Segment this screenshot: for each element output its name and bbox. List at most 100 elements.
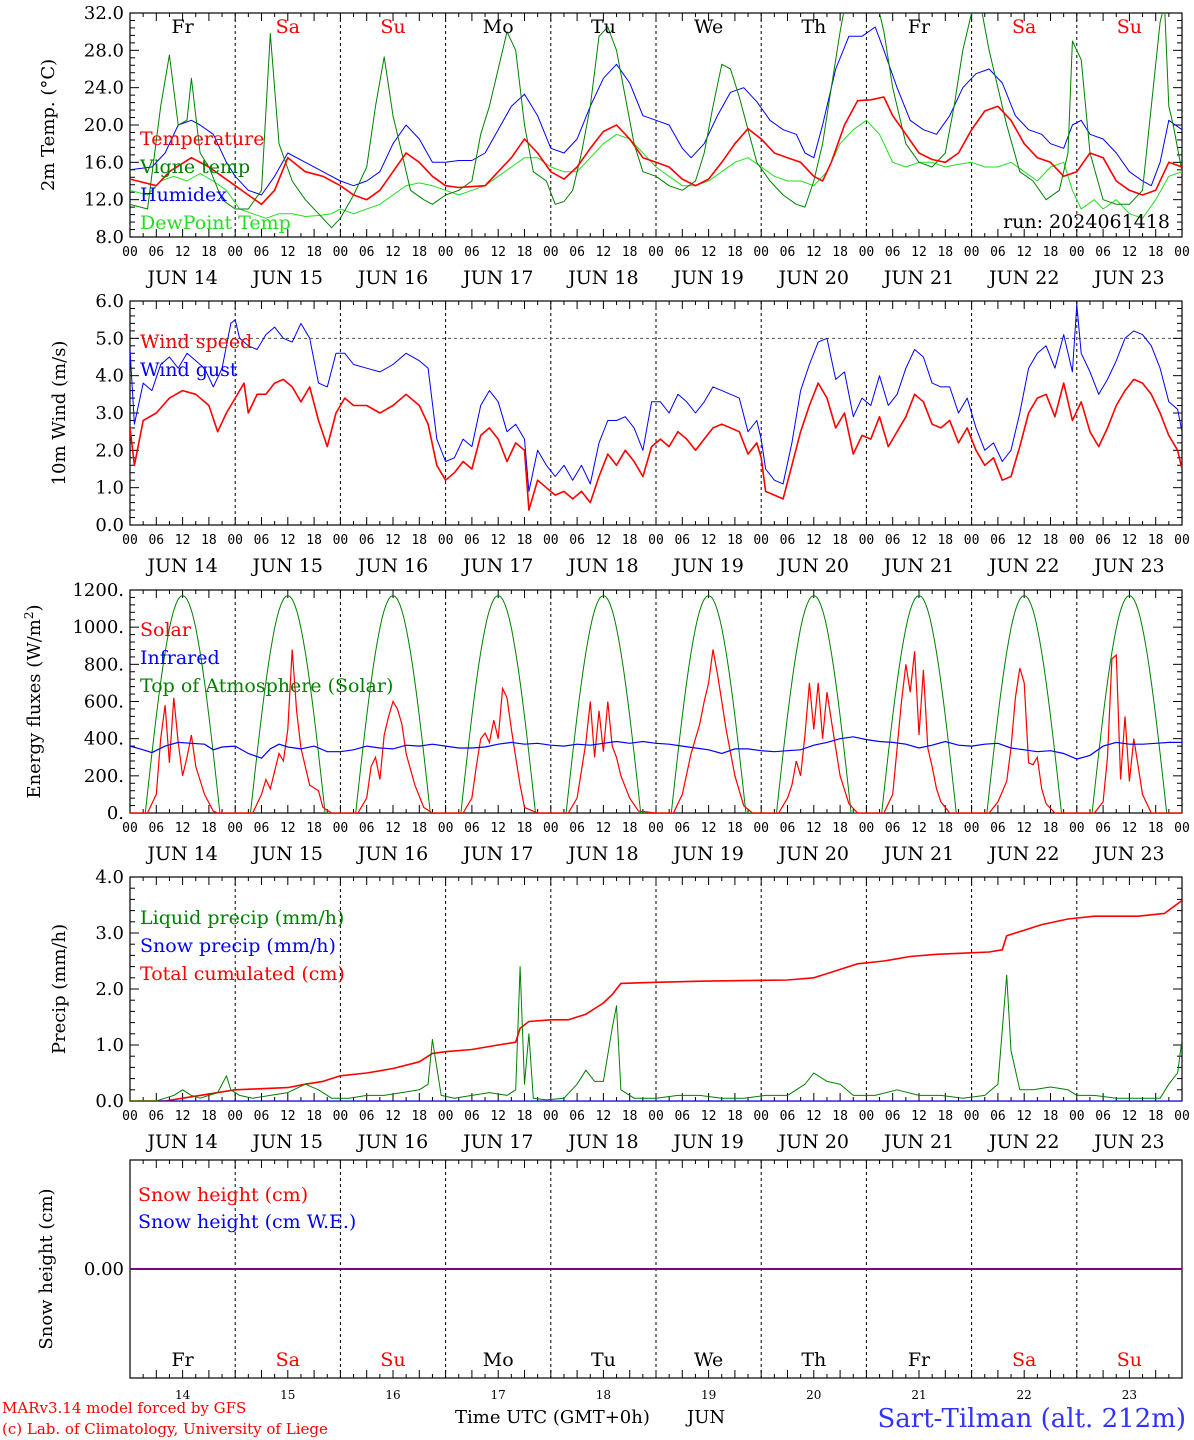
hour-tick-label: 00 bbox=[859, 1109, 875, 1124]
day-of-week-label: Sa bbox=[1012, 16, 1036, 38]
hour-tick-label: 00 bbox=[753, 245, 769, 260]
day-number-label: 22 bbox=[1017, 1388, 1032, 1402]
hour-tick-label: 00 bbox=[753, 821, 769, 836]
hour-tick-label: 06 bbox=[148, 533, 164, 548]
hour-tick-label: 00 bbox=[648, 821, 664, 836]
run-label: run: 2024061418 bbox=[1003, 211, 1170, 233]
hour-tick-label: 18 bbox=[1148, 1109, 1164, 1124]
hour-tick-label: 12 bbox=[1016, 533, 1032, 548]
y-tick-label: 20.0 bbox=[84, 115, 124, 136]
hour-tick-label: 00 bbox=[543, 821, 559, 836]
day-of-week-label: Fr bbox=[908, 1349, 931, 1371]
hour-tick-label: 12 bbox=[280, 245, 296, 260]
hour-tick-label: 18 bbox=[937, 533, 953, 548]
hour-tick-label: 12 bbox=[175, 1109, 191, 1124]
hour-tick-label: 00 bbox=[1069, 821, 1085, 836]
day-of-week-label: Sa bbox=[276, 16, 300, 38]
hour-tick-label: 00 bbox=[859, 821, 875, 836]
hour-tick-label: 18 bbox=[1043, 245, 1059, 260]
hour-tick-label: 12 bbox=[911, 533, 927, 548]
hour-tick-label: 06 bbox=[569, 245, 585, 260]
hour-tick-label: 12 bbox=[490, 245, 506, 260]
day-number-label: 18 bbox=[596, 1388, 611, 1402]
chart-footer: MARv3.14 model forced by GFS (c) Lab. of… bbox=[2, 1399, 1186, 1438]
series-line-solar bbox=[550, 701, 657, 813]
hour-tick-label: 18 bbox=[622, 1109, 638, 1124]
wind-panel: 0.0 1.0 2.0 3.0 4.0 5.0 6.0 10m Wind (m/s) Wind … bbox=[49, 291, 1190, 577]
day-number-label: 15 bbox=[280, 1388, 295, 1402]
hour-tick-label: 00 bbox=[1069, 533, 1085, 548]
hour-tick-label: 00 bbox=[333, 245, 349, 260]
hour-tick-label: 06 bbox=[885, 245, 901, 260]
legend-entry: Temperature bbox=[140, 128, 264, 150]
y-tick-label: 6.0 bbox=[95, 291, 124, 312]
hour-tick-label: 18 bbox=[622, 245, 638, 260]
hour-tick-label: 12 bbox=[701, 821, 717, 836]
y-tick-label: 1.0 bbox=[95, 478, 124, 499]
hour-tick-label: 00 bbox=[122, 245, 138, 260]
hour-tick-label: 18 bbox=[517, 245, 533, 260]
hour-tick-label: 06 bbox=[1095, 1109, 1111, 1124]
hour-tick-label: 12 bbox=[806, 821, 822, 836]
series-line-dewpoint-temp bbox=[130, 119, 1182, 219]
series-line-total-cumulated-cm- bbox=[130, 899, 1182, 1101]
hour-tick-label: 12 bbox=[385, 821, 401, 836]
series-line-solar bbox=[235, 649, 341, 813]
hour-tick-label: 18 bbox=[517, 533, 533, 548]
y-tick-label: 200. bbox=[84, 766, 124, 787]
hour-tick-label: 18 bbox=[306, 533, 322, 548]
energy-y-axis-label: Energy fluxes (W/m2) bbox=[22, 604, 45, 798]
hour-tick-label: 12 bbox=[1122, 1109, 1138, 1124]
legend-entry: Vigne temp bbox=[139, 156, 250, 178]
series-line-toa bbox=[130, 595, 1182, 813]
snow-y-axis-label: Snow height (cm) bbox=[36, 1188, 57, 1349]
y-tick-label: 2.0 bbox=[95, 440, 124, 461]
hour-tick-label: 06 bbox=[885, 533, 901, 548]
hour-tick-label: 12 bbox=[806, 1109, 822, 1124]
hour-tick-label: 12 bbox=[596, 821, 612, 836]
hour-tick-label: 12 bbox=[490, 533, 506, 548]
hour-tick-label: 18 bbox=[517, 821, 533, 836]
hour-tick-label: 18 bbox=[727, 821, 743, 836]
hour-tick-label: 18 bbox=[306, 1109, 322, 1124]
hour-tick-label: 00 bbox=[753, 533, 769, 548]
y-tick-label: 16.0 bbox=[84, 152, 124, 173]
precip-y-axis-label: Precip (mm/h) bbox=[49, 924, 70, 1054]
legend-entry: Snow height (cm) bbox=[138, 1184, 308, 1206]
hour-tick-label: 18 bbox=[1043, 821, 1059, 836]
hour-tick-label: 00 bbox=[438, 821, 454, 836]
hour-tick-label: 00 bbox=[122, 821, 138, 836]
site-label: Sart-Tilman (alt. 212m) bbox=[877, 1404, 1186, 1434]
hour-tick-label: 12 bbox=[1122, 821, 1138, 836]
legend-entry: Infrared bbox=[140, 647, 220, 669]
hour-tick-label: 00 bbox=[122, 1109, 138, 1124]
y-tick-label: 0.0 bbox=[95, 1091, 124, 1112]
hour-tick-label: 06 bbox=[674, 245, 690, 260]
date-label: JUN 14 bbox=[145, 1131, 217, 1153]
date-label: JUN 23 bbox=[1092, 1131, 1164, 1153]
date-label: JUN 18 bbox=[566, 843, 638, 865]
time-axis-label: Time UTC (GMT+0h) bbox=[455, 1407, 650, 1428]
day-of-week-label: Tu bbox=[591, 1349, 616, 1371]
hour-tick-label: 00 bbox=[1174, 821, 1190, 836]
hour-tick-label: 12 bbox=[1016, 245, 1032, 260]
date-label: JUN 17 bbox=[461, 1131, 533, 1153]
date-label: JUN 18 bbox=[566, 1131, 638, 1153]
day-number-label: 23 bbox=[1122, 1388, 1137, 1402]
model-credit: MARv3.14 model forced by GFS bbox=[2, 1399, 246, 1417]
y-tick-label: 32.0 bbox=[84, 3, 124, 24]
date-label: JUN 18 bbox=[566, 267, 638, 289]
energy-series bbox=[130, 595, 1182, 813]
hour-tick-label: 18 bbox=[517, 1109, 533, 1124]
series-line-infrared bbox=[130, 736, 1182, 760]
date-label: JUN 15 bbox=[251, 267, 323, 289]
hour-tick-label: 18 bbox=[937, 1109, 953, 1124]
day-of-week-label: Su bbox=[1117, 16, 1142, 38]
hour-tick-label: 18 bbox=[622, 533, 638, 548]
date-label: JUN 19 bbox=[671, 1131, 743, 1153]
hour-tick-label: 12 bbox=[385, 1109, 401, 1124]
day-of-week-label: Fr bbox=[171, 16, 194, 38]
hour-tick-label: 06 bbox=[674, 533, 690, 548]
hour-tick-label: 00 bbox=[333, 821, 349, 836]
